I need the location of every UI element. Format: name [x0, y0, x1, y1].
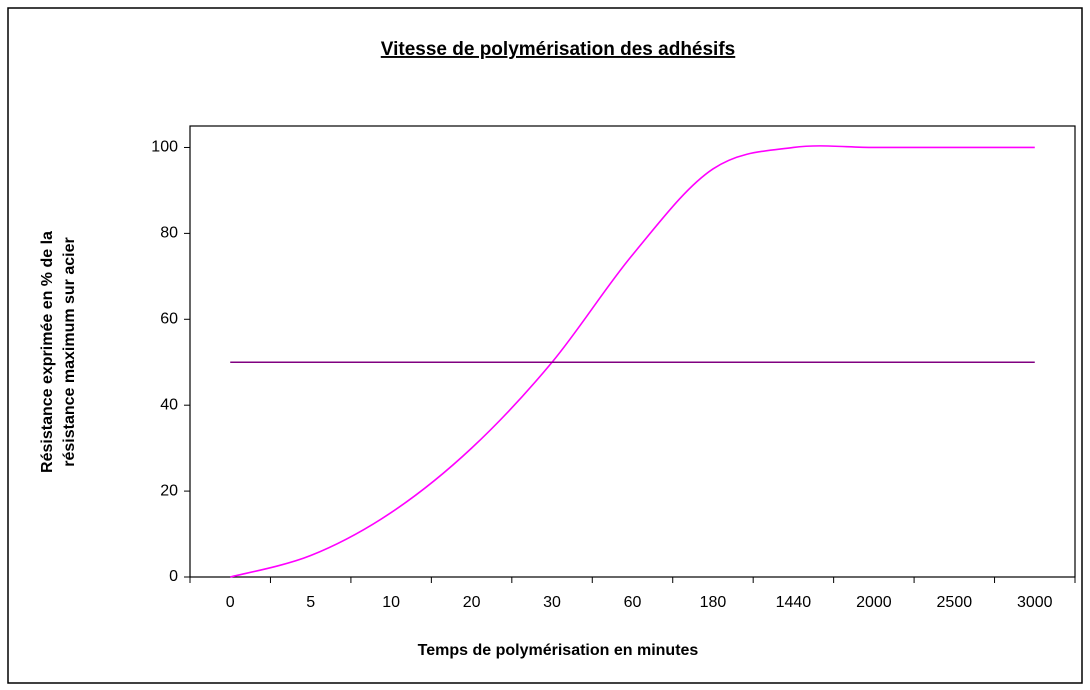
y-axis-label-line: Résistance exprimée en % de la — [39, 231, 56, 473]
x-tick-label: 5 — [306, 594, 315, 611]
plot-area — [189, 125, 1076, 578]
x-tick-label: 1440 — [776, 594, 812, 611]
x-tick-label: 180 — [700, 594, 727, 611]
x-tick-label: 20 — [463, 594, 481, 611]
x-tick-label: 0 — [226, 594, 235, 611]
x-axis-label: Temps de polymérisation en minutes — [418, 642, 699, 659]
y-tick-label: 20 — [160, 482, 178, 499]
x-tick-label: 2500 — [937, 594, 973, 611]
x-tick-label: 3000 — [1017, 594, 1053, 611]
x-tick-label: 10 — [382, 594, 400, 611]
y-tick-label: 100 — [151, 139, 178, 156]
x-tick-label: 2000 — [856, 594, 892, 611]
x-tick-label: 60 — [624, 594, 642, 611]
x-tick-label: 30 — [543, 594, 561, 611]
y-axis-label: Résistance exprimée en % de la résistanc… — [39, 231, 78, 473]
y-tick-label: 80 — [160, 225, 178, 242]
chart-title: Vitesse de polymérisation des adhésifs — [381, 39, 735, 60]
y-tick-label: 60 — [160, 311, 178, 328]
data-line — [230, 145, 1035, 578]
y-tick-label: 40 — [160, 396, 178, 413]
y-tick-label: 0 — [169, 568, 178, 585]
y-axis-label-line: résistance maximum sur acier — [61, 237, 78, 466]
